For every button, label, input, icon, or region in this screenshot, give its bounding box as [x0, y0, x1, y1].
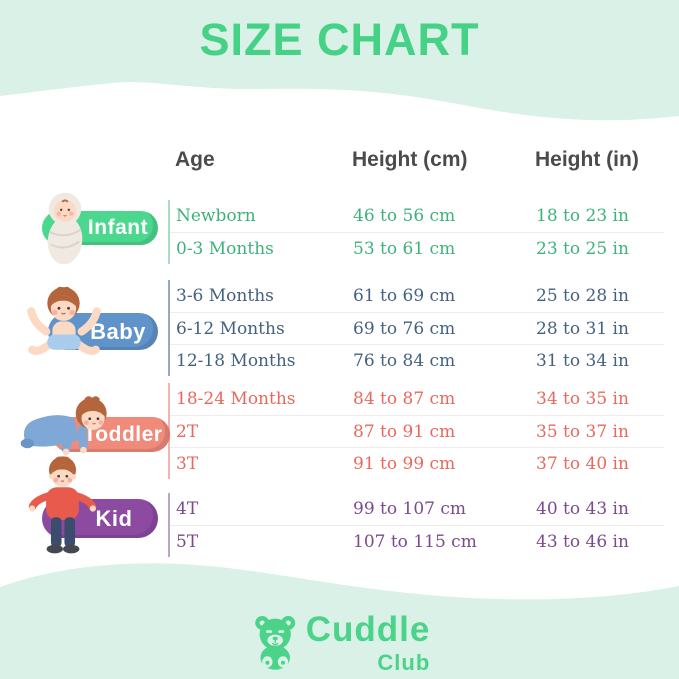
table-row: 18-24 Months 84 to 87 cm 34 to 35 in — [170, 383, 664, 415]
height-cm-cell: 87 to 91 cm — [353, 421, 456, 442]
table-row: 3-6 Months 61 to 69 cm 25 to 28 in — [170, 280, 664, 312]
age-cell: Newborn — [176, 206, 256, 226]
age-cell: 3-6 Months — [176, 286, 274, 306]
height-cm-cell: 107 to 115 cm — [353, 531, 477, 552]
bear-logo-icon — [254, 616, 295, 670]
table-row: 3T 91 to 99 cm 37 to 40 in — [170, 447, 664, 479]
age-cell: 0-3 Months — [176, 238, 274, 259]
table-row: 0-3 Months 53 to 61 cm 23 to 25 in — [170, 232, 664, 264]
height-cm-cell: 53 to 61 cm — [353, 238, 456, 259]
bottom-wave-decoration — [0, 563, 679, 679]
height-in-cell: 34 to 35 in — [536, 389, 629, 409]
age-cell: 5T — [176, 531, 199, 552]
height-cm-cell: 46 to 56 cm — [353, 206, 456, 226]
brand-text: Cuddle Club — [305, 610, 431, 675]
toddler-illustration — [20, 396, 107, 456]
kid-illustration — [28, 456, 97, 554]
baby-illustration — [27, 286, 101, 355]
age-cell: 12-18 Months — [176, 350, 296, 371]
table-row: 6-12 Months 69 to 76 cm 28 to 31 in — [170, 312, 664, 344]
height-in-cell: 37 to 40 in — [536, 453, 629, 474]
height-cm-cell: 84 to 87 cm — [353, 389, 456, 409]
kid-rows: 4T 99 to 107 cm 40 to 43 in 5T 107 to 11… — [168, 493, 664, 557]
age-cell: 18-24 Months — [176, 389, 296, 409]
height-cm-cell: 61 to 69 cm — [353, 286, 456, 306]
height-in-cell: 25 to 28 in — [536, 286, 629, 306]
age-cell: 3T — [176, 453, 199, 474]
height-in-cell: 35 to 37 in — [536, 421, 629, 442]
infant-rows: Newborn 46 to 56 cm 18 to 23 in 0-3 Mont… — [168, 200, 664, 264]
brand-name: Cuddle — [305, 610, 431, 649]
infant-group-label: Infant — [87, 216, 149, 239]
height-in-cell: 31 to 34 in — [536, 350, 629, 371]
table-row: 4T 99 to 107 cm 40 to 43 in — [170, 493, 664, 525]
baby-group-label: Baby — [90, 318, 146, 344]
infant-illustration — [47, 192, 83, 265]
column-header-height-in: Height (in) — [535, 148, 639, 171]
page-title: SIZE CHART — [199, 14, 480, 65]
table-row: Newborn 46 to 56 cm 18 to 23 in — [170, 200, 664, 232]
age-cell: 6-12 Months — [176, 318, 285, 339]
brand-subname: Club — [377, 649, 431, 675]
height-cm-cell: 99 to 107 cm — [353, 499, 466, 519]
height-in-cell: 43 to 46 in — [536, 531, 629, 552]
height-cm-cell: 91 to 99 cm — [353, 453, 456, 474]
table-row: 5T 107 to 115 cm 43 to 46 in — [170, 525, 664, 557]
toddler-group-label: Toddler — [83, 422, 163, 446]
brand-logo: Cuddle Club — [249, 610, 431, 675]
height-in-cell: 40 to 43 in — [536, 499, 629, 519]
height-cm-cell: 69 to 76 cm — [353, 318, 456, 339]
height-in-cell: 18 to 23 in — [536, 206, 629, 226]
baby-rows: 3-6 Months 61 to 69 cm 25 to 28 in 6-12 … — [168, 280, 664, 376]
table-header-row: Age Height (cm) Height (in) — [170, 148, 664, 172]
table-row: 2T 87 to 91 cm 35 to 37 in — [170, 415, 664, 447]
toddler-rows: 18-24 Months 84 to 87 cm 34 to 35 in 2T … — [168, 383, 664, 479]
height-cm-cell: 76 to 84 cm — [353, 350, 456, 371]
height-in-cell: 28 to 31 in — [536, 318, 629, 339]
table-row: 12-18 Months 76 to 84 cm 31 to 34 in — [170, 344, 664, 376]
top-wave-decoration — [0, 0, 679, 121]
column-header-height-cm: Height (cm) — [352, 148, 468, 171]
column-header-age: Age — [175, 148, 215, 171]
age-cell: 4T — [176, 499, 199, 519]
age-cell: 2T — [176, 421, 199, 442]
kid-group-label: Kid — [95, 505, 133, 531]
height-in-cell: 23 to 25 in — [536, 238, 629, 259]
